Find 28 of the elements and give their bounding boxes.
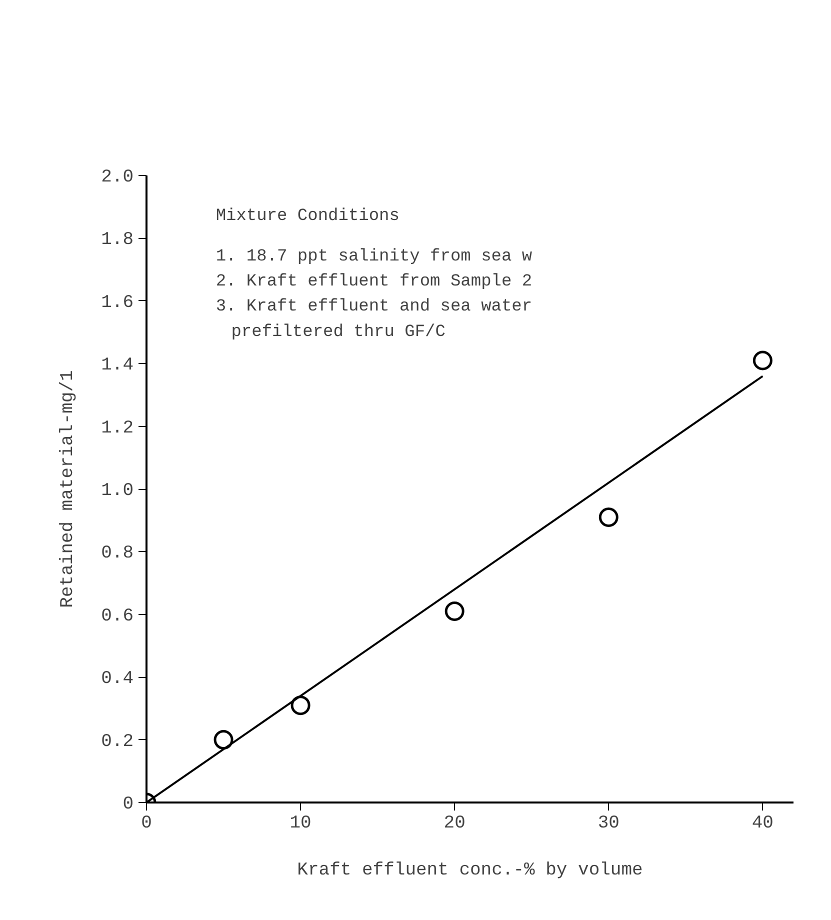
y-tick-label: 0.6 [101,606,134,626]
x-tick-label: 0 [141,814,152,834]
x-tick-label: 20 [444,814,466,834]
y-tick-label: 0.2 [101,732,134,752]
x-tick-label: 40 [752,814,774,834]
y-tick-label: 1.2 [101,418,134,438]
y-tick-label: 2.0 [101,168,134,188]
annotation: prefiltered thru GF/C [231,322,446,342]
annotation: Mixture Conditions [216,206,400,226]
point [290,696,310,716]
y-tick-label: 0 [122,794,134,814]
x-tick-label: 30 [598,814,620,834]
point [752,350,772,370]
annotation: 2. Kraft effluent from Sample 2 [216,272,532,292]
x-axis-title: Kraft effluent conc.-% by volume [297,860,643,880]
y-tick-label: 0.4 [101,669,134,690]
annotation: 1. 18.7 ppt salinity from sea w [216,248,533,267]
annotation: 3. Kraft effluent and sea water [216,298,532,317]
x-tick-label: 10 [290,814,312,834]
point [598,507,618,527]
point [444,602,464,621]
y-tick-label: 1.6 [101,292,134,313]
point [214,730,234,750]
y-tick-label: 1.4 [101,356,134,376]
y-tick-label: 1.0 [101,481,134,501]
y-tick-label: 1.8 [101,230,134,250]
y-axis-title: Retained material-mg/1 [58,370,78,608]
y-tick-label: 0.8 [101,544,134,564]
